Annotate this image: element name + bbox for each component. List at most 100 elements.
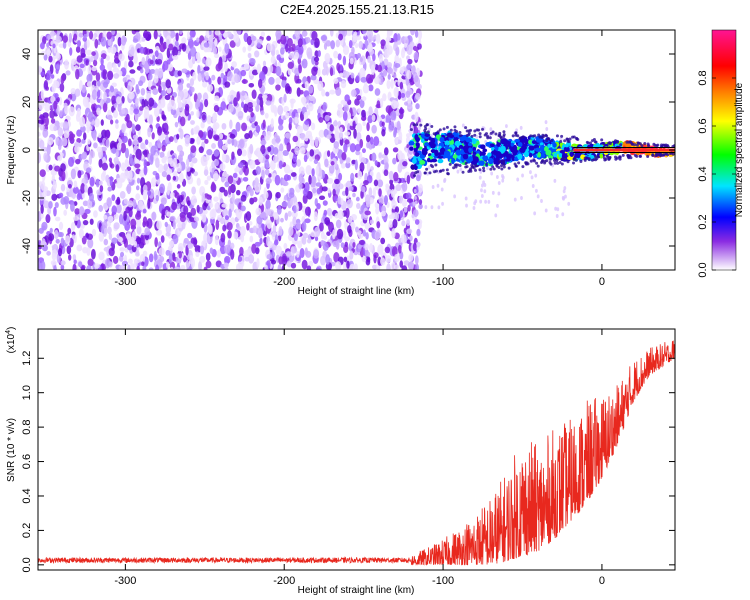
noise-blob [306, 238, 312, 244]
noise-blob [232, 172, 238, 179]
signal-blob [496, 142, 501, 147]
noise-blob [284, 132, 291, 139]
noise-blob [76, 55, 83, 63]
noise-blob [275, 245, 282, 256]
noise-blob [155, 229, 163, 236]
noise-blob [201, 213, 207, 223]
noise-blob [406, 198, 414, 203]
noise-blob [416, 228, 421, 237]
noise-blob [168, 99, 176, 108]
noise-blob [369, 219, 374, 225]
noise-blob [350, 72, 355, 79]
noise-blob [415, 263, 419, 270]
noise-blob [120, 142, 126, 154]
noise-blob [164, 94, 171, 101]
noise-blob [121, 135, 128, 144]
noise-blob [332, 188, 336, 197]
signal-blob [531, 140, 537, 145]
noise-blob [291, 43, 296, 52]
noise-blob [399, 81, 404, 90]
noise-blob [478, 175, 482, 180]
noise-blob [214, 38, 218, 47]
signal-blob [534, 147, 542, 152]
noise-blob [186, 212, 192, 219]
noise-blob [241, 149, 247, 157]
noise-blob [213, 196, 219, 202]
noise-blob [267, 146, 272, 153]
noise-blob [489, 127, 493, 132]
noise-blob [406, 70, 412, 80]
noise-blob [373, 179, 379, 187]
noise-blob [297, 240, 303, 249]
noise-blob [256, 257, 260, 269]
noise-blob [148, 141, 153, 148]
noise-blob [75, 158, 81, 165]
noise-blob [237, 256, 243, 262]
noise-blob [41, 221, 48, 231]
noise-blob [195, 251, 200, 258]
noise-blob [365, 232, 369, 240]
noise-blob [407, 204, 411, 212]
noise-blob [240, 205, 246, 212]
noise-blob [330, 161, 335, 166]
noise-blob [328, 165, 335, 174]
signal-edge-blob [592, 138, 596, 142]
noise-blob [74, 144, 80, 154]
noise-blob [311, 175, 317, 185]
signal-edge-blob [481, 127, 485, 131]
noise-blob [241, 90, 246, 96]
noise-blob [390, 78, 394, 89]
signal-edge-blob [465, 129, 469, 133]
noise-blob [414, 111, 419, 123]
signal-edge-blob [475, 164, 479, 168]
noise-blob [317, 80, 324, 92]
noise-blob [377, 179, 384, 188]
noise-blob [214, 234, 219, 246]
noise-blob [49, 31, 57, 37]
signal-edge-blob [425, 167, 429, 171]
noise-blob [143, 165, 148, 176]
signal-blob [424, 133, 431, 137]
noise-blob [38, 233, 41, 241]
noise-blob [385, 255, 392, 263]
y-tick-label: 0.0 [21, 557, 33, 572]
noise-blob [333, 141, 340, 149]
noise-blob [310, 74, 317, 81]
noise-blob [368, 42, 373, 53]
noise-blob [544, 208, 548, 213]
carrier-line [573, 148, 675, 152]
noise-blob [374, 76, 380, 85]
noise-blob [235, 189, 241, 196]
signal-edge-blob [473, 168, 477, 172]
noise-blob [380, 237, 386, 245]
noise-blob [93, 142, 98, 149]
noise-blob [247, 44, 252, 52]
noise-blob [350, 172, 355, 182]
noise-blob [179, 214, 186, 223]
noise-blob [224, 255, 231, 264]
noise-blob [177, 242, 184, 252]
signal-blob [528, 145, 535, 151]
noise-blob [378, 194, 385, 205]
noise-blob [291, 210, 298, 219]
signal-edge-blob [616, 140, 620, 144]
noise-blob [205, 30, 210, 38]
noise-blob [409, 235, 413, 242]
noise-blob [179, 116, 186, 127]
noise-blob [140, 142, 146, 150]
signal-blob [519, 147, 526, 153]
noise-blob [387, 73, 391, 80]
noise-blob [296, 250, 300, 258]
noise-blob [383, 147, 389, 156]
noise-blob [121, 123, 126, 133]
signal-blob [451, 157, 455, 165]
noise-blob [44, 103, 51, 112]
noise-blob [252, 196, 258, 203]
noise-blob [530, 175, 534, 180]
noise-blob [53, 100, 58, 110]
noise-blob [250, 35, 257, 42]
noise-blob [490, 171, 494, 176]
noise-blob [70, 168, 77, 180]
signal-blob [454, 140, 461, 147]
signal-blob [489, 143, 495, 148]
